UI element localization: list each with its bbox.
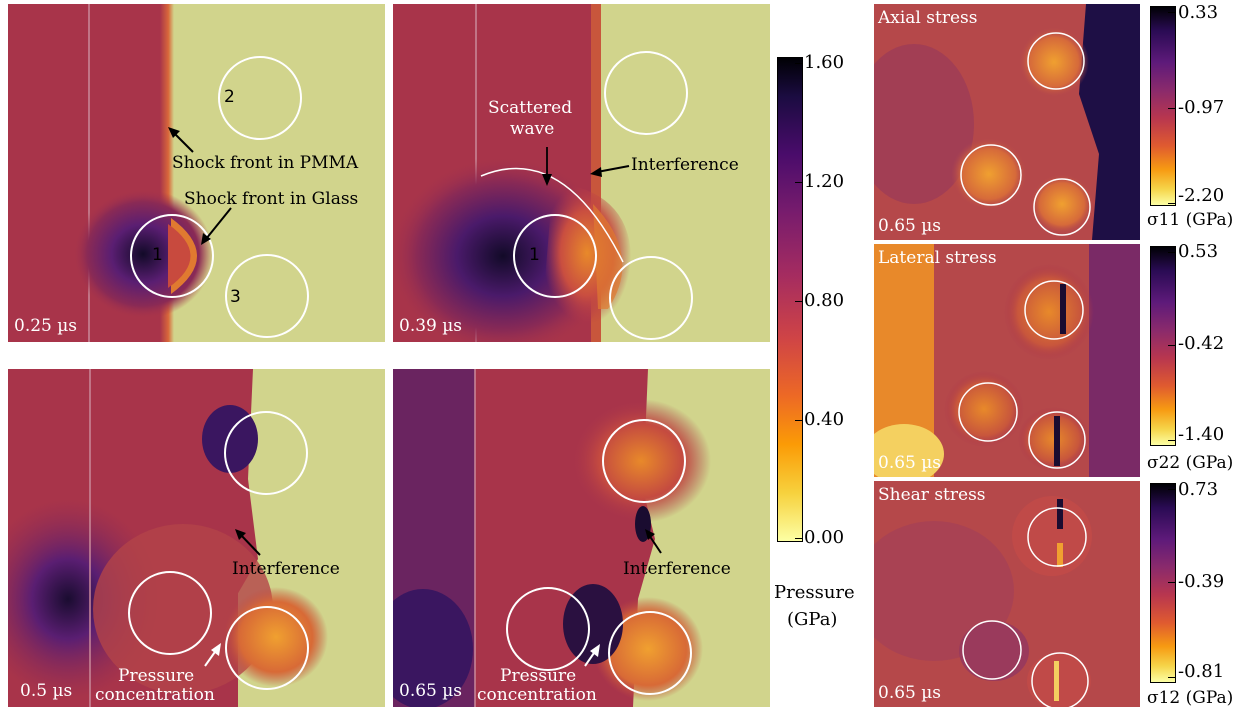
pressure-concentration-label-line2: concentration <box>477 685 597 705</box>
time-label: 0.5 µs <box>20 681 73 701</box>
axial-stress-title: Axial stress <box>878 8 978 28</box>
pressure-field-4 <box>393 369 770 707</box>
pressure-colorbar-label-line2: (GPa) <box>787 609 838 630</box>
pressure-panel-2: 1 Scattered wave Interference 0.39 µs <box>393 4 770 342</box>
glass-bead-1-number: 1 <box>529 245 540 265</box>
interference-label: Interference <box>623 559 731 579</box>
shear-tick-mark <box>1168 489 1176 490</box>
shear-tick-label: -0.81 <box>1178 661 1225 682</box>
interference-label: Interference <box>631 155 739 175</box>
shear-stress-title: Shear stress <box>878 485 986 505</box>
lateral-tick-label: -1.40 <box>1178 424 1225 445</box>
shock-front-glass-label: Shock front in Glass <box>184 189 359 209</box>
lateral-tick-mark <box>1168 252 1176 253</box>
scattered-wave-label-line2: wave <box>510 119 555 139</box>
axial-colorbar-label: σ11 (GPa) <box>1147 210 1234 230</box>
pressure-tick-label: 0.40 <box>804 409 845 430</box>
axial-tick-label: 0.33 <box>1178 2 1219 23</box>
lateral-tick-mark <box>1168 440 1176 441</box>
lateral-stress-colorbar <box>1150 246 1176 446</box>
pressure-panel-3: Interference Pressure concentration 0.5 … <box>8 369 385 707</box>
shear-tick-mark <box>1168 677 1176 678</box>
pressure-concentration-label-line1: Pressure <box>500 666 577 686</box>
glass-bead-2-number: 2 <box>224 87 235 107</box>
lateral-colorbar-label: σ22 (GPa) <box>1147 453 1234 473</box>
pressure-tick-mark <box>795 301 803 302</box>
lateral-tick-label: 0.53 <box>1178 241 1219 262</box>
glass-bead-1-number: 1 <box>152 245 163 265</box>
time-label: 0.39 µs <box>399 316 463 336</box>
pressure-tick-label: 1.60 <box>804 52 845 73</box>
time-label: 0.65 µs <box>878 683 942 703</box>
interference-label: Interference <box>232 559 340 579</box>
pressure-panel-4: Interference Pressure concentration 0.65… <box>393 369 770 707</box>
pressure-tick-label: 0.80 <box>804 290 845 311</box>
axial-stress-panel: Axial stress 0.65 µs <box>874 4 1140 240</box>
time-label: 0.65 µs <box>878 453 942 473</box>
pressure-tick-mark <box>795 182 803 183</box>
shear-tick-label: -0.39 <box>1178 571 1225 592</box>
lateral-stress-title: Lateral stress <box>878 248 997 268</box>
axial-tick-mark <box>1168 12 1176 13</box>
pressure-tick-mark <box>795 420 803 421</box>
glass-bead-3-number: 3 <box>230 287 241 307</box>
lateral-tick-label: -0.42 <box>1178 333 1225 354</box>
pressure-colorbar <box>777 57 803 542</box>
pressure-field-3 <box>8 369 385 707</box>
pressure-tick-label: 1.20 <box>804 171 845 192</box>
shear-tick-mark <box>1168 582 1176 583</box>
pressure-tick-label: 0.00 <box>804 527 845 548</box>
time-label: 0.25 µs <box>14 316 78 336</box>
axial-tick-label: -2.20 <box>1178 185 1225 206</box>
pressure-concentration-label-line2: concentration <box>95 685 215 705</box>
lateral-tick-mark <box>1168 345 1176 346</box>
axial-tick-mark <box>1168 203 1176 204</box>
axial-tick-label: -0.97 <box>1178 97 1225 118</box>
shear-stress-field <box>874 481 1140 707</box>
shear-stress-colorbar <box>1150 483 1176 683</box>
scattered-wave-label-line1: Scattered <box>488 98 573 118</box>
pressure-colorbar-label-line1: Pressure <box>774 582 855 603</box>
pressure-panel-1: 1 2 3 Shock front in PMMA Shock front in… <box>8 4 385 342</box>
lateral-stress-panel: Lateral stress 0.65 µs <box>874 244 1140 477</box>
pressure-concentration-label-line1: Pressure <box>118 666 195 686</box>
axial-stress-colorbar <box>1150 6 1176 206</box>
time-label: 0.65 µs <box>878 216 942 236</box>
pressure-tick-mark <box>795 538 803 539</box>
axial-tick-mark <box>1168 108 1176 109</box>
pressure-field-1 <box>8 4 385 342</box>
shear-stress-panel: Shear stress 0.65 µs <box>874 481 1140 707</box>
shear-tick-label: 0.73 <box>1178 479 1219 500</box>
pressure-tick-mark <box>795 63 803 64</box>
shear-colorbar-label: σ12 (GPa) <box>1147 688 1234 708</box>
lateral-stress-field <box>874 244 1140 477</box>
axial-stress-field <box>874 4 1140 240</box>
pressure-field-2 <box>393 4 770 342</box>
shock-front-pmma-label: Shock front in PMMA <box>172 153 359 173</box>
time-label: 0.65 µs <box>399 681 463 701</box>
